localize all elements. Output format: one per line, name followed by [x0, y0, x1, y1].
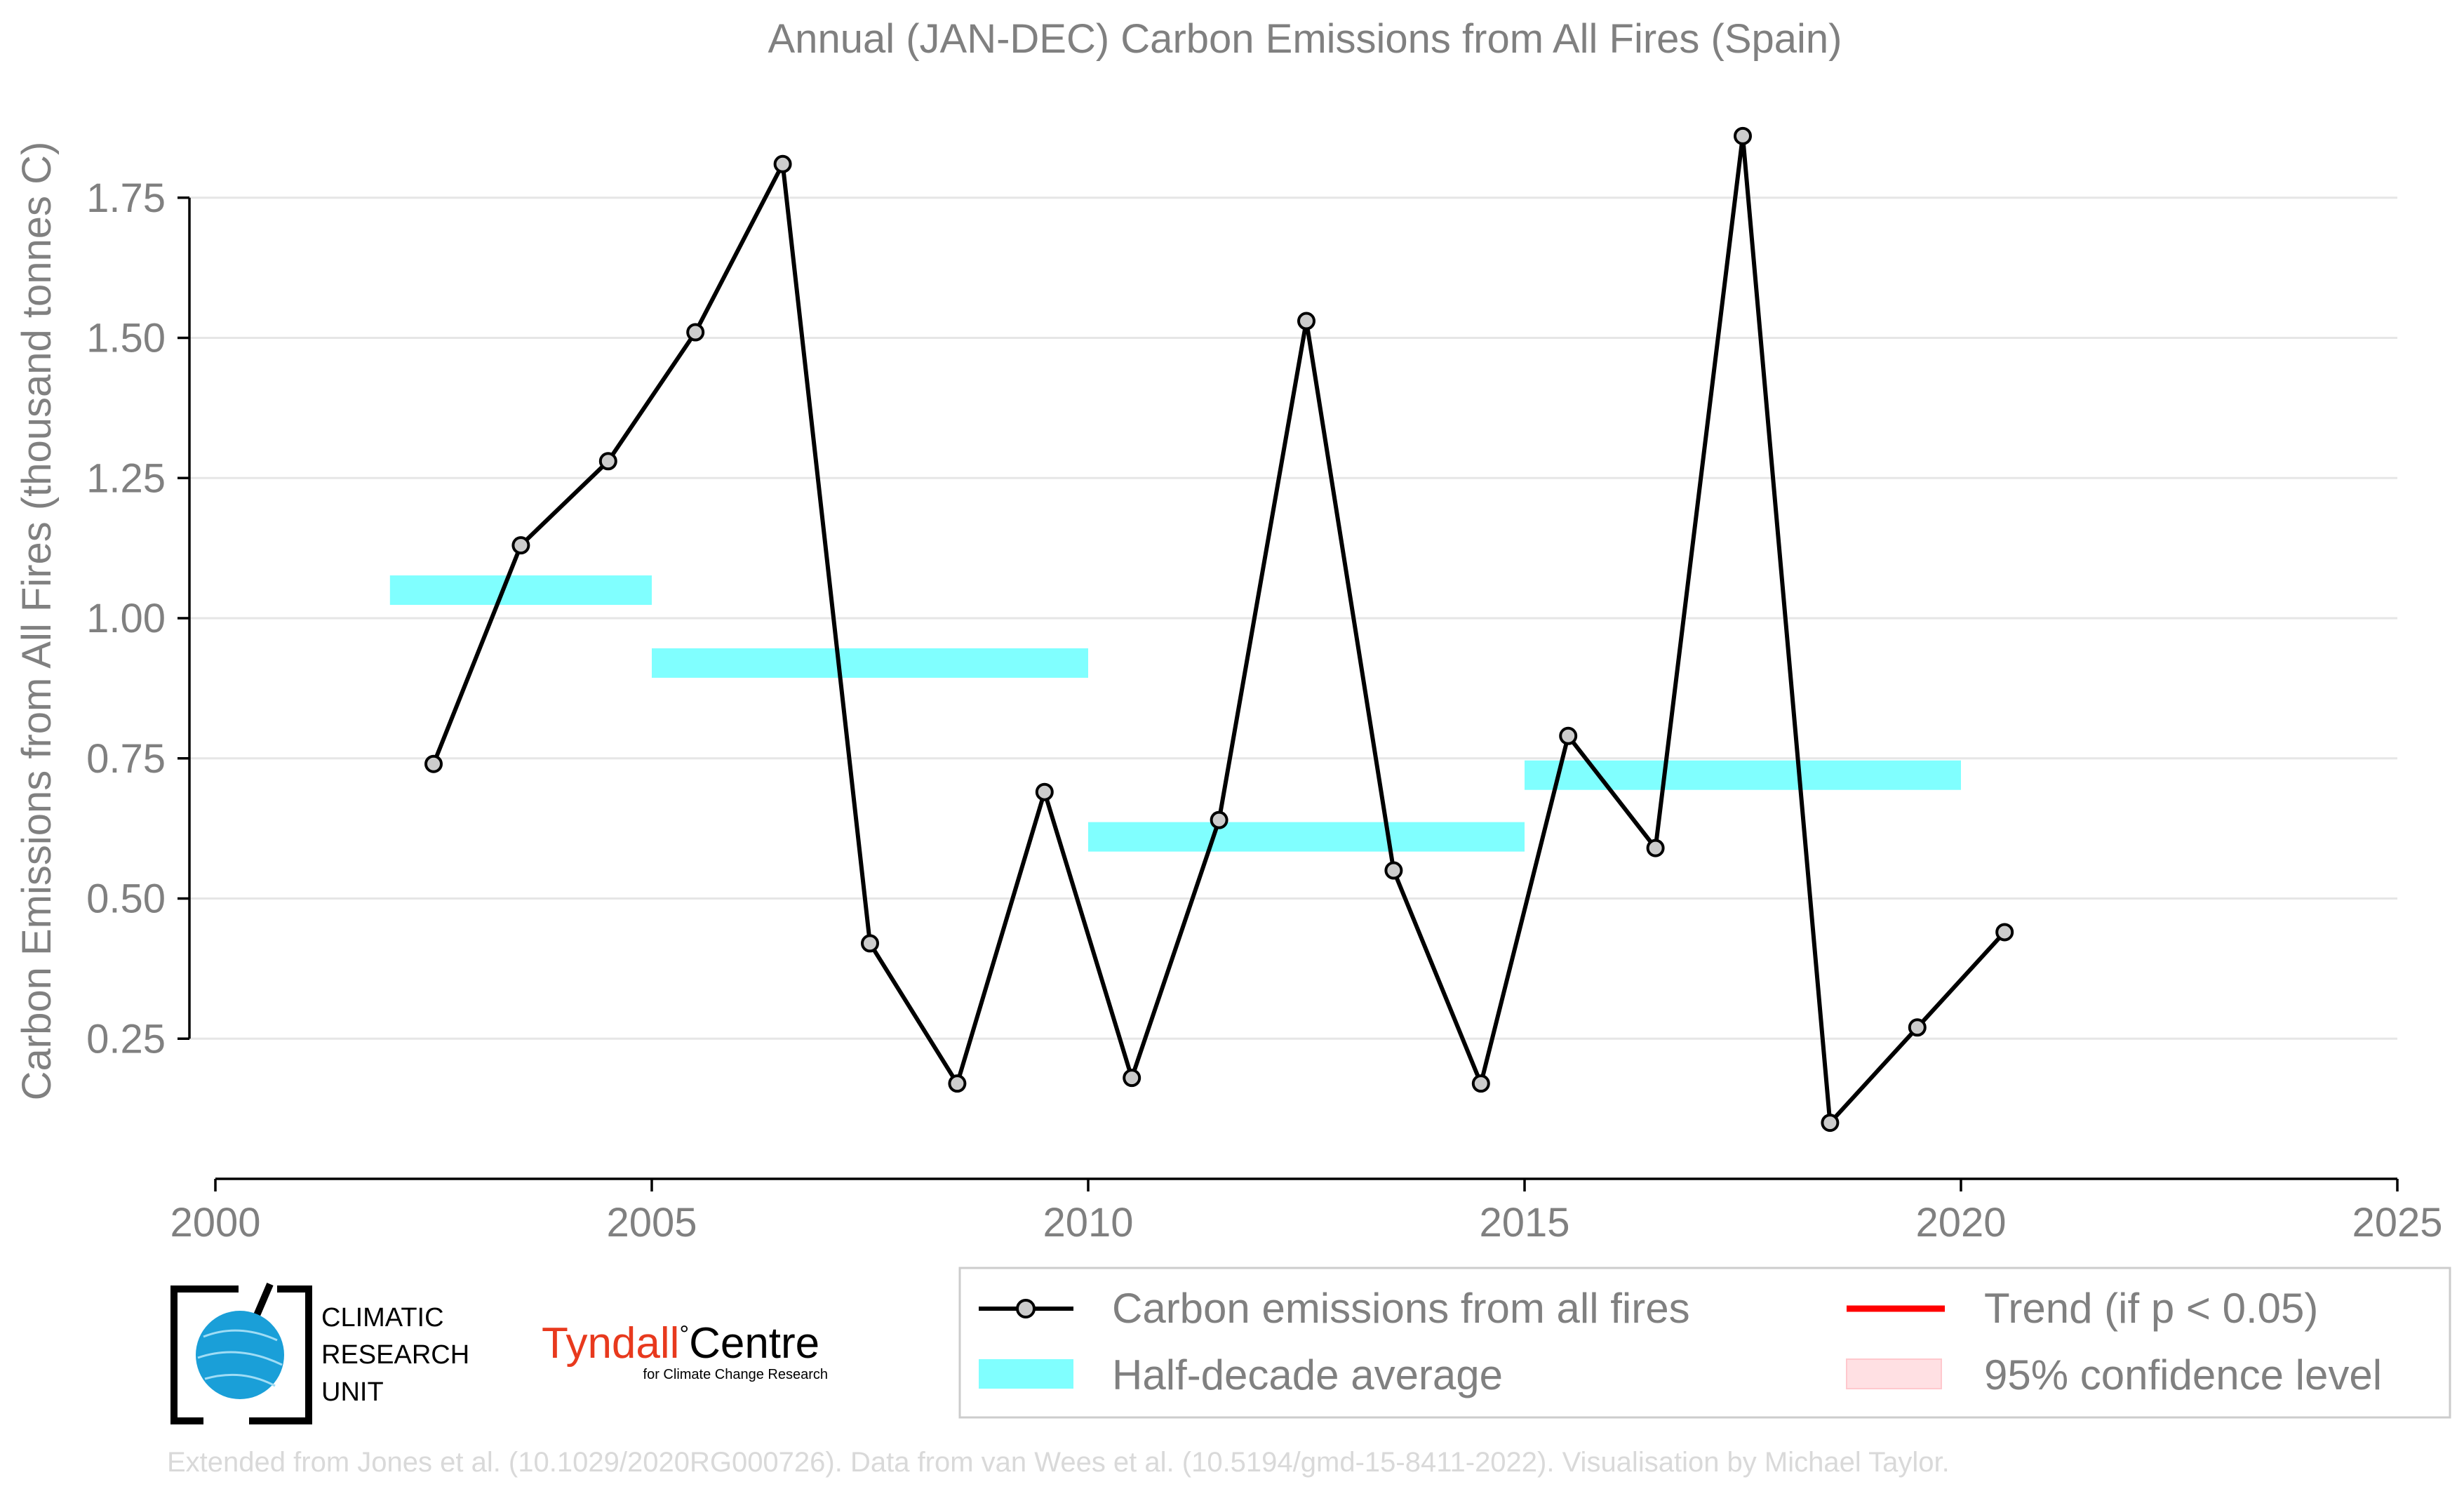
tyndall-logo-degree: °: [679, 1321, 689, 1348]
data-point: [1821, 1114, 1840, 1133]
emissions-series: [431, 133, 2007, 1126]
data-point: [1559, 726, 1578, 745]
data-point: [1297, 312, 1315, 330]
globe-icon-swirl: [197, 1329, 283, 1387]
tyndall-logo-word1: Tyndall: [542, 1319, 679, 1368]
y-tick-label: 0.75: [86, 736, 166, 782]
half-decade-average-bands: [389, 575, 1961, 852]
data-point: [511, 536, 530, 555]
emissions-points: [424, 126, 2014, 1133]
data-point: [773, 154, 792, 173]
data-point: [598, 452, 617, 471]
y-axis-label: Carbon Emissions from All Fires (thousan…: [14, 142, 60, 1101]
y-tick-label: 0.50: [86, 876, 166, 922]
x-tick-label: 2020: [1915, 1200, 2006, 1245]
cru-logo-bracket-right: [249, 1285, 312, 1424]
data-point: [1471, 1074, 1490, 1093]
data-point: [1995, 923, 2014, 942]
data-point: [948, 1074, 967, 1093]
cru-logo: CLIMATIC RESEARCH UNIT: [170, 1283, 469, 1424]
data-point: [1646, 839, 1665, 857]
legend-frame: [958, 1267, 2451, 1419]
cru-logo-line2: RESEARCH: [321, 1340, 469, 1370]
axes: 0.25 0.50 0.75 1.00 1.25 1.50 1.75 2000 2005 2010…: [86, 175, 2442, 1245]
data-point: [1734, 126, 1752, 145]
y-tick-label: 1.50: [86, 316, 166, 361]
legend-label-half-decade: Half-decade average: [1112, 1351, 1503, 1398]
data-point: [424, 754, 443, 773]
x-tick-label: 2000: [170, 1200, 260, 1245]
half-decade-band: [389, 575, 652, 606]
x-tick-label: 2025: [2352, 1200, 2442, 1245]
legend: Carbon emissions from all fires Trend (i…: [958, 1267, 2451, 1419]
data-point: [1384, 861, 1403, 880]
legend-swatch-half-decade: [979, 1359, 1073, 1389]
data-point: [1908, 1018, 1927, 1037]
half-decade-band: [652, 648, 1088, 678]
data-point: [861, 934, 879, 953]
x-tick-label: 2005: [606, 1200, 697, 1245]
legend-label-confidence: 95% confidence level: [1984, 1351, 2382, 1398]
legend-swatch-emissions-marker: [1016, 1299, 1036, 1318]
chart-title: Annual (JAN-DEC) Carbon Emissions from A…: [768, 16, 1842, 62]
tyndall-logo-word2: Centre: [689, 1319, 819, 1368]
y-tick-label: 0.25: [86, 1016, 166, 1062]
y-tick-label: 1.75: [86, 175, 166, 221]
tyndall-logo: Tyndall°Centre for Climate Change Resear…: [542, 1319, 828, 1382]
data-point: [1123, 1069, 1141, 1088]
y-tick-label: 1.00: [86, 596, 166, 641]
cru-logo-line1: CLIMATIC: [321, 1303, 444, 1333]
legend-swatch-confidence: [1846, 1358, 1942, 1389]
half-decade-band: [1088, 822, 1525, 852]
data-point: [686, 323, 705, 342]
credit-line: Extended from Jones et al. (10.1029/2020…: [167, 1447, 1950, 1478]
legend-label-trend: Trend (if p < 0.05): [1984, 1285, 2318, 1332]
tyndall-logo-subtitle: for Climate Change Research: [643, 1367, 828, 1382]
emissions-line: [431, 133, 2007, 1126]
data-point: [1035, 782, 1054, 801]
y-tick-label: 1.25: [86, 455, 166, 501]
cru-logo-line3: UNIT: [321, 1377, 384, 1407]
tyndall-logo-main: Tyndall°Centre: [542, 1319, 819, 1368]
cru-logo-bracket-left: [170, 1285, 239, 1424]
data-point: [1210, 810, 1228, 829]
x-tick-label: 2010: [1043, 1200, 1133, 1245]
legend-label-emissions: Carbon emissions from all fires: [1112, 1285, 1690, 1332]
x-tick-label: 2015: [1479, 1200, 1569, 1245]
grid: [189, 196, 2397, 1040]
